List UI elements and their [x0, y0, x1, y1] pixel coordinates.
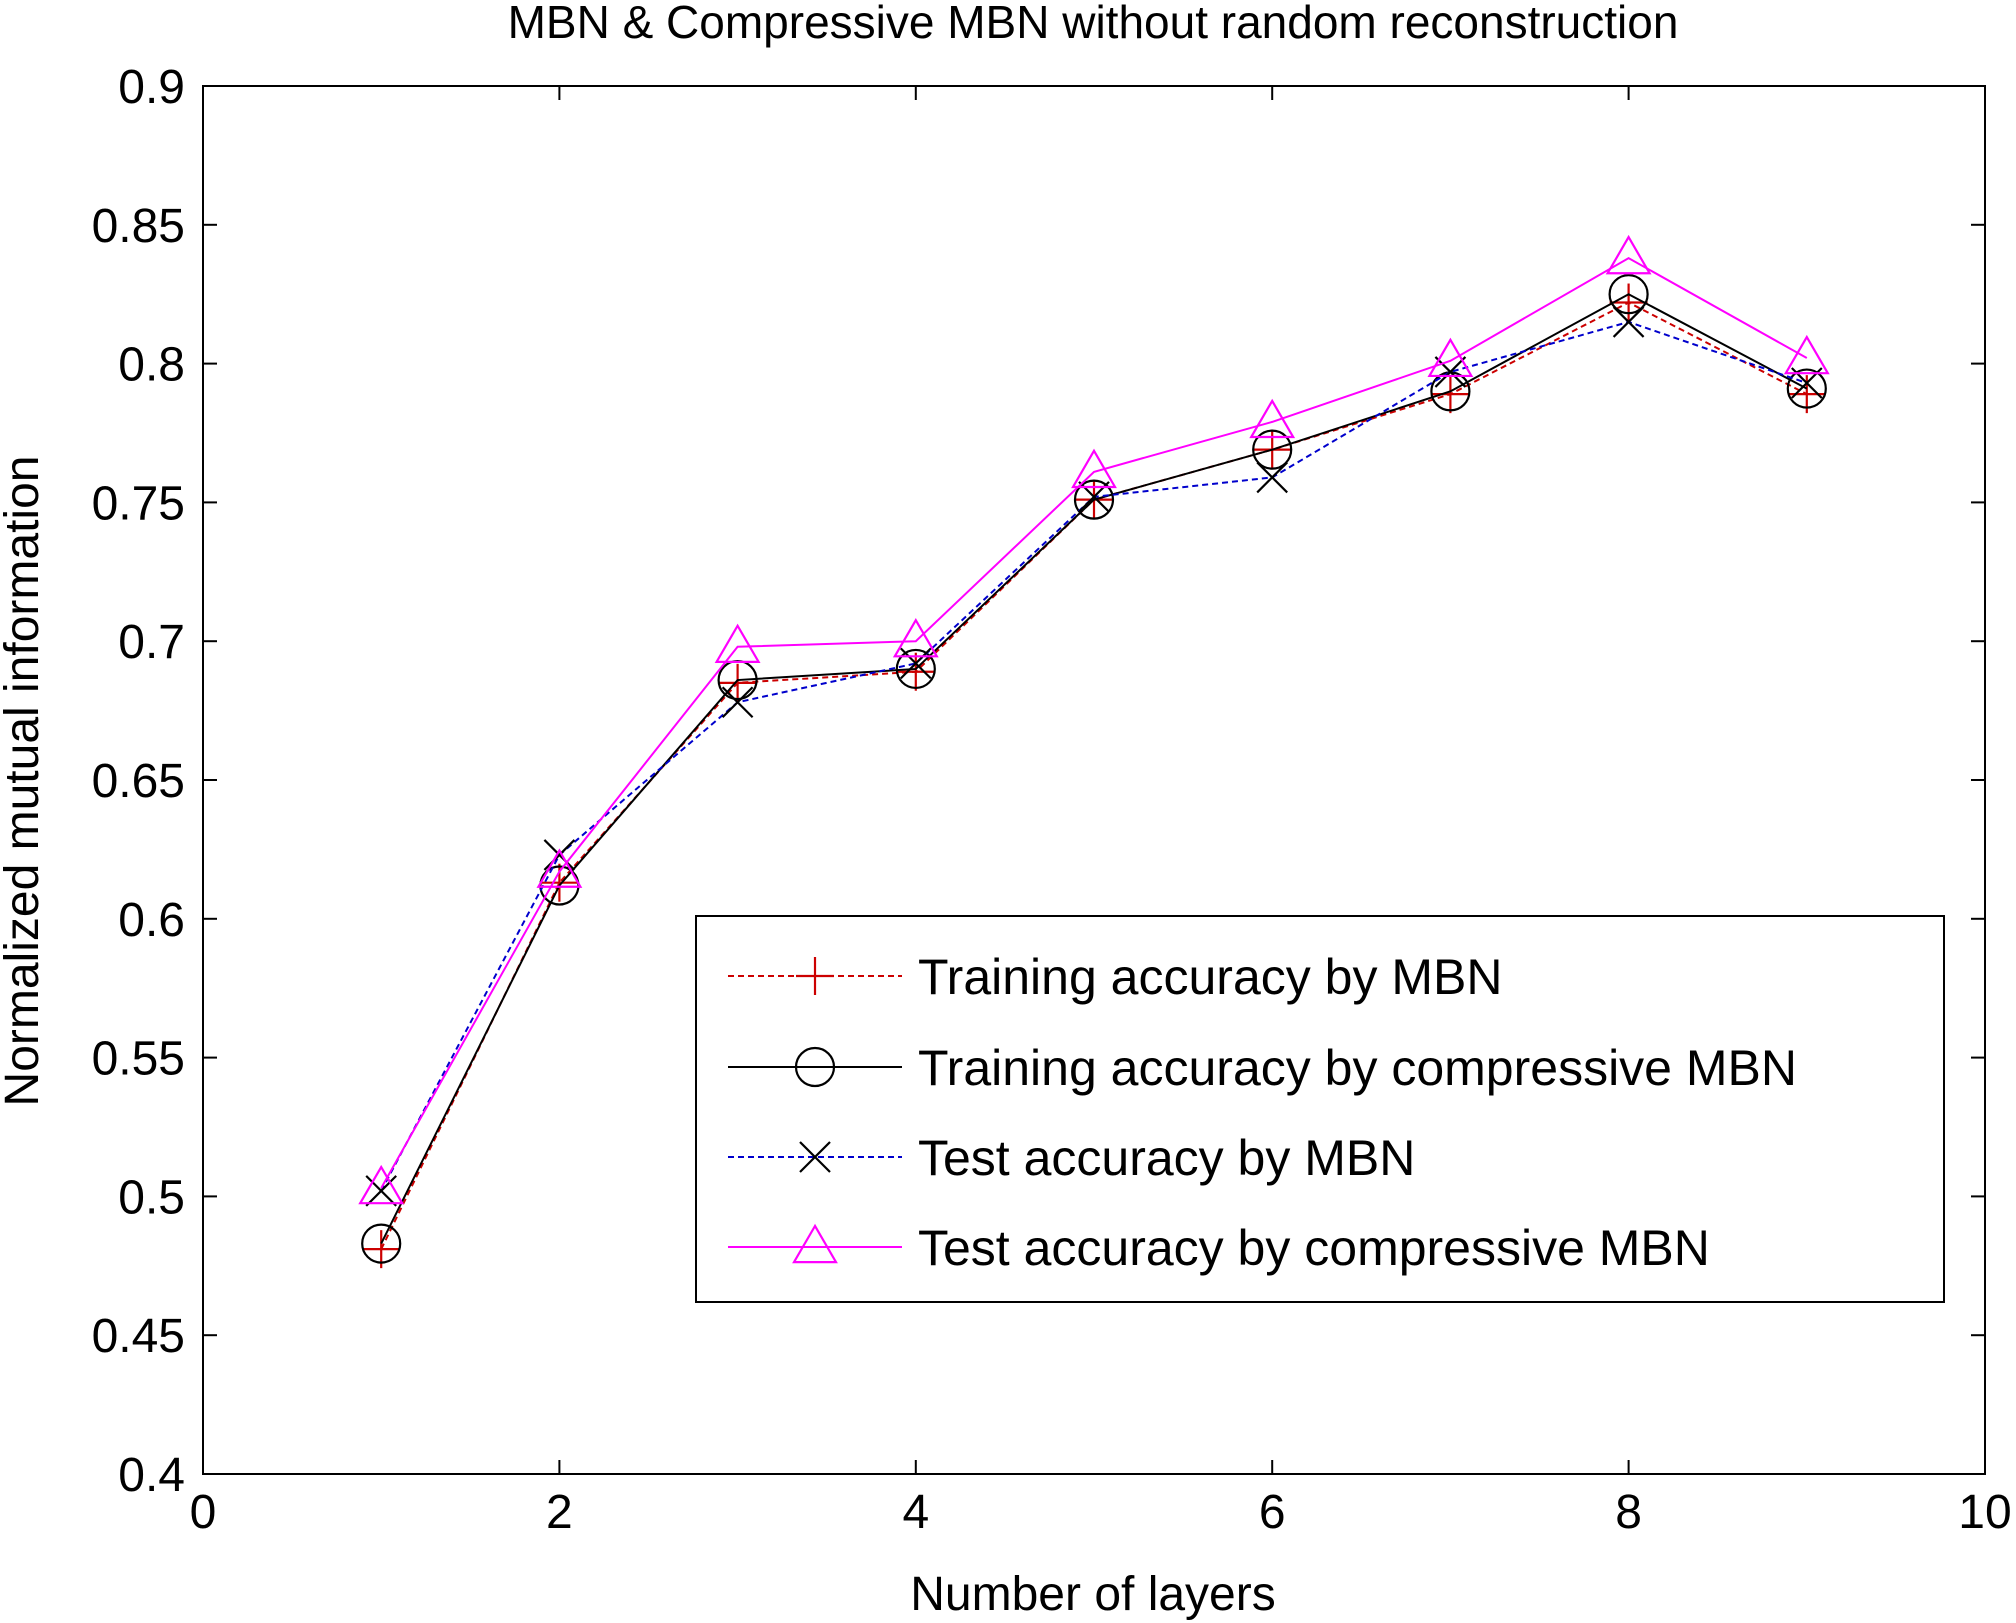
- x-tick-label: 4: [902, 1486, 929, 1539]
- data-point: [365, 1175, 397, 1207]
- data-point: [714, 623, 761, 663]
- y-tick-label: 0.45: [92, 1310, 185, 1363]
- y-tick-label: 0.75: [92, 477, 185, 530]
- data-point: [1612, 306, 1645, 338]
- x-tick-label: 6: [1259, 1486, 1286, 1539]
- legend-box: [695, 915, 1945, 1303]
- data-point: [1786, 368, 1827, 409]
- y-tick-label: 0.5: [118, 1171, 185, 1224]
- legend-marker: [799, 1141, 831, 1173]
- x-tick-label: 2: [546, 1486, 573, 1539]
- series-line: [380, 293, 1808, 1245]
- data-point: [539, 865, 580, 906]
- legend-label: Training accuracy by compressive MBN: [918, 1040, 1797, 1096]
- data-point: [900, 647, 932, 680]
- data-point: [1256, 461, 1288, 494]
- data-point: [895, 648, 936, 690]
- series-2: [361, 274, 1827, 1264]
- data-point: [896, 652, 935, 691]
- y-tick-label: 0.8: [118, 339, 185, 392]
- data-point: [721, 686, 754, 719]
- data-point: [1073, 479, 1115, 520]
- chart-title: MBN & Compressive MBN without random rec…: [508, 0, 1679, 48]
- data-point: [718, 663, 757, 702]
- data-point: [1252, 429, 1293, 470]
- legend-label: Training accuracy by MBN: [918, 949, 1502, 1005]
- legend: Training accuracy by MBN Training accurac…: [695, 915, 1945, 1303]
- legend-marker: [794, 1046, 836, 1088]
- axis-ticks: 0 2 4 6 8 10 0.4 0.45 0.5 0.55 0.6 0.65 0.7 0.75 0.8 0.…: [92, 61, 2012, 1539]
- y-tick-label: 0.55: [92, 1033, 185, 1086]
- y-tick-label: 0.85: [92, 200, 185, 253]
- y-axis-label: Normalized mutual information: [0, 456, 49, 1107]
- x-axis-label: Number of layers: [910, 1568, 1275, 1621]
- legend-entry: Training accuracy by compressive MBN: [728, 1040, 1797, 1096]
- legend-label: Test accuracy by MBN: [918, 1130, 1415, 1186]
- data-point: [543, 839, 576, 871]
- data-point: [1431, 375, 1470, 414]
- data-point: [536, 848, 583, 888]
- data-point: [1609, 283, 1648, 322]
- legend-entry: Training accuracy by MBN: [728, 949, 1502, 1005]
- legend-entry: Test accuracy by MBN: [728, 1130, 1415, 1186]
- x-tick-label: 8: [1615, 1486, 1642, 1539]
- data-point: [361, 1223, 402, 1264]
- x-tick-label: 10: [1958, 1486, 2011, 1539]
- data-point: [1249, 398, 1296, 439]
- x-tick-label: 0: [190, 1486, 217, 1539]
- data-point: [892, 618, 939, 658]
- data-point: [358, 1164, 405, 1205]
- data-point: [1434, 356, 1467, 388]
- y-tick-label: 0.65: [92, 755, 185, 808]
- series-4: [358, 234, 1830, 1205]
- series-3: [365, 306, 1823, 1207]
- data-point: [1427, 337, 1474, 378]
- series-line: [380, 256, 1808, 1189]
- legend-marker: [792, 1223, 838, 1264]
- data-point: [1071, 448, 1117, 489]
- legend-label: Test accuracy by compressive MBN: [918, 1220, 1710, 1276]
- y-tick-label: 0.4: [118, 1449, 185, 1502]
- y-tick-label: 0.7: [118, 616, 185, 669]
- legend-entry: Test accuracy by compressive MBN: [728, 1220, 1710, 1276]
- y-tick-label: 0.6: [118, 894, 185, 947]
- series-layer: [358, 234, 1830, 1269]
- y-tick-label: 0.9: [118, 61, 185, 114]
- data-point: [1783, 334, 1830, 375]
- legend-marker: [796, 957, 834, 995]
- data-point: [1605, 234, 1652, 275]
- data-point: [1608, 274, 1649, 315]
